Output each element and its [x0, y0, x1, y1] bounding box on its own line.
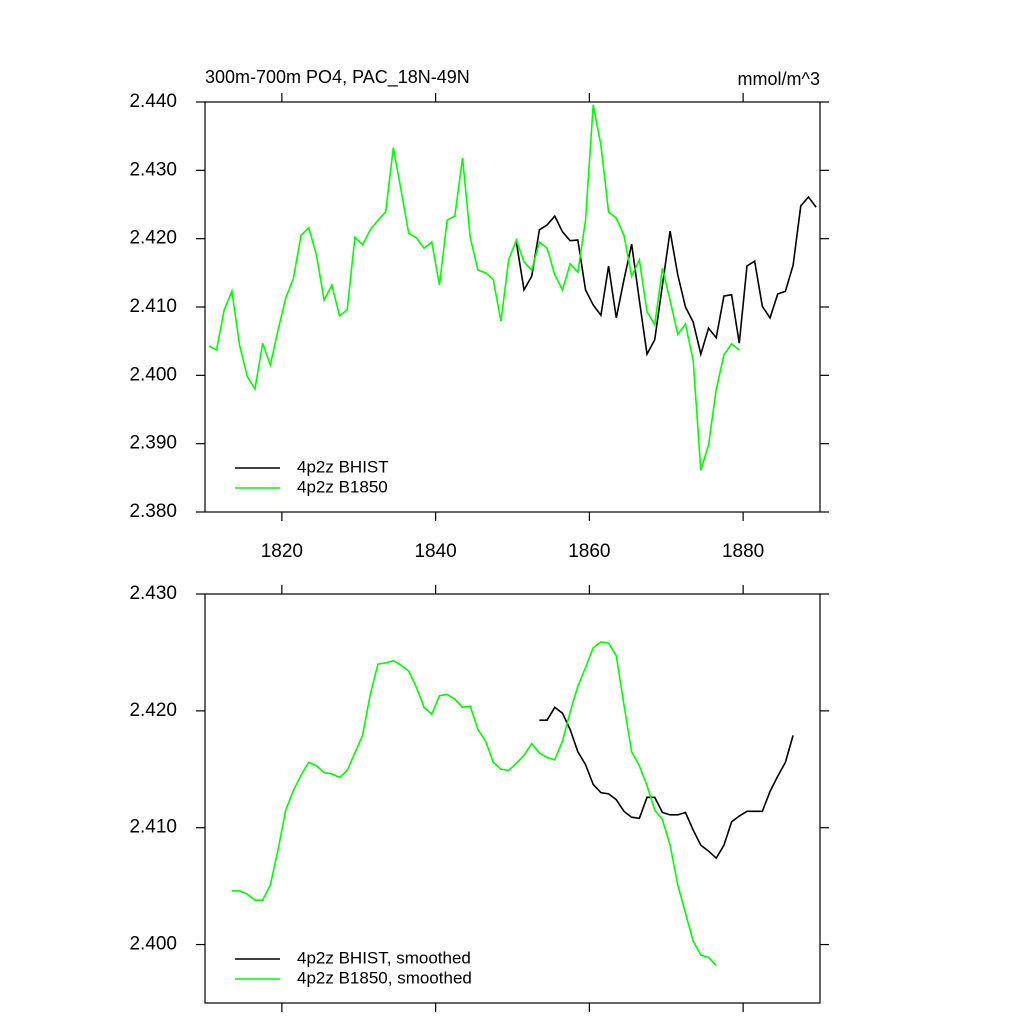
y-tick-label: 2.390	[129, 433, 177, 454]
data-line	[208, 104, 740, 471]
y-tick-label: 2.410	[129, 296, 177, 317]
legend-label: 4p2z B1850	[297, 477, 388, 496]
chart-title: 300m-700m PO4, PAC_18N-49N	[205, 67, 470, 88]
x-tick-label: 1840	[414, 541, 456, 562]
x-tick-label: 1820	[261, 541, 303, 562]
y-tick-label: 2.420	[129, 700, 177, 721]
x-tick-label: 1860	[568, 541, 610, 562]
data-line	[231, 641, 717, 967]
plot-frame	[204, 101, 821, 513]
y-tick-label: 2.380	[129, 501, 177, 522]
legend-label: 4p2z B1850, smoothed	[297, 968, 472, 987]
y-tick-label: 2.420	[129, 228, 177, 249]
data-line	[539, 706, 794, 860]
legend-label: 4p2z BHIST	[297, 457, 389, 476]
data-line	[515, 195, 817, 358]
y-tick-label: 2.400	[129, 364, 177, 385]
units-label: mmol/m^3	[738, 69, 820, 89]
x-tick-label: 1880	[722, 541, 764, 562]
legend-label: 4p2z BHIST, smoothed	[297, 948, 471, 967]
y-tick-label: 2.430	[129, 159, 177, 180]
plot-frame	[204, 593, 821, 1004]
y-tick-label: 2.430	[129, 583, 177, 604]
y-tick-label: 2.440	[129, 91, 177, 112]
y-tick-label: 2.400	[129, 934, 177, 955]
y-tick-label: 2.410	[129, 817, 177, 838]
